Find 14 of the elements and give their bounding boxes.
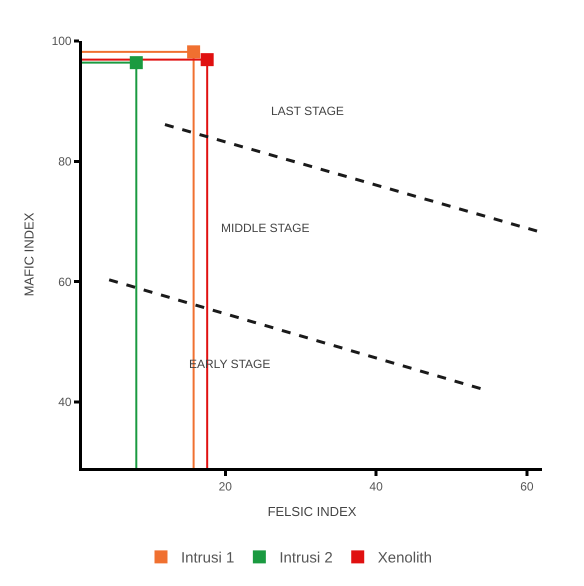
legend-label: Intrusi 1 bbox=[181, 550, 234, 567]
x-axis-title: FELSIC INDEX bbox=[268, 504, 357, 519]
x-tick-label: 20 bbox=[218, 479, 232, 494]
legend-label: Intrusi 2 bbox=[279, 550, 333, 567]
annotation: LAST STAGE bbox=[271, 104, 344, 118]
y-tick-label: 60 bbox=[58, 274, 72, 289]
y-tick-label: 100 bbox=[52, 34, 72, 48]
annotation: MIDDLE STAGE bbox=[221, 221, 310, 235]
legend-label: Xenolith bbox=[378, 550, 432, 567]
y-axis-title: MAFIC INDEX bbox=[22, 212, 37, 296]
x-tick-label: 40 bbox=[369, 479, 384, 494]
y-tick-label: 40 bbox=[58, 395, 72, 410]
y-tick-label: 80 bbox=[58, 154, 72, 168]
x-tick-label: 60 bbox=[520, 479, 534, 494]
